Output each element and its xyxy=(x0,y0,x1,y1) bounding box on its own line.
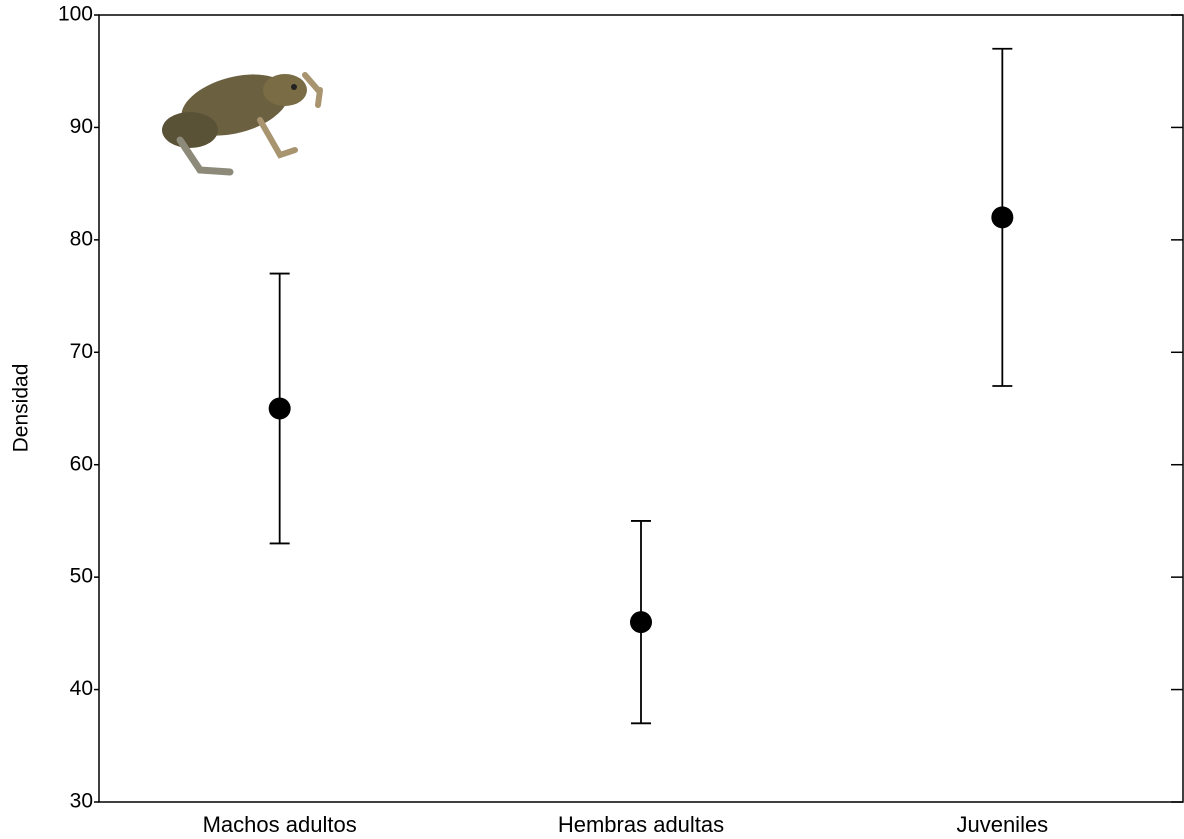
plot-frame xyxy=(98,14,1184,803)
y-tick-label: 70 xyxy=(70,340,93,363)
x-tick-label: Machos adultos xyxy=(203,812,357,837)
y-tick-label: 80 xyxy=(70,227,93,250)
frog-leg xyxy=(162,112,218,148)
frog-illustration xyxy=(162,72,323,176)
y-axis-label: Densidad xyxy=(10,364,33,453)
x-tick-label: Hembras adultas xyxy=(558,812,724,837)
frog-limbs xyxy=(257,72,323,159)
y-tick-label: 50 xyxy=(70,565,93,588)
y-tick-label: 90 xyxy=(70,115,93,138)
y-tick-label: 60 xyxy=(70,452,93,475)
point xyxy=(991,206,1014,229)
frog-hind-leg xyxy=(176,136,234,176)
point xyxy=(630,611,652,634)
y-tick-label: 100 xyxy=(58,3,93,26)
y-tick-label: 30 xyxy=(70,790,93,813)
frog-head xyxy=(263,74,307,106)
x-tick-label: Juveniles xyxy=(956,812,1048,837)
y-tick-label: 40 xyxy=(70,677,93,700)
point xyxy=(268,397,291,420)
frog-eye xyxy=(291,84,297,90)
